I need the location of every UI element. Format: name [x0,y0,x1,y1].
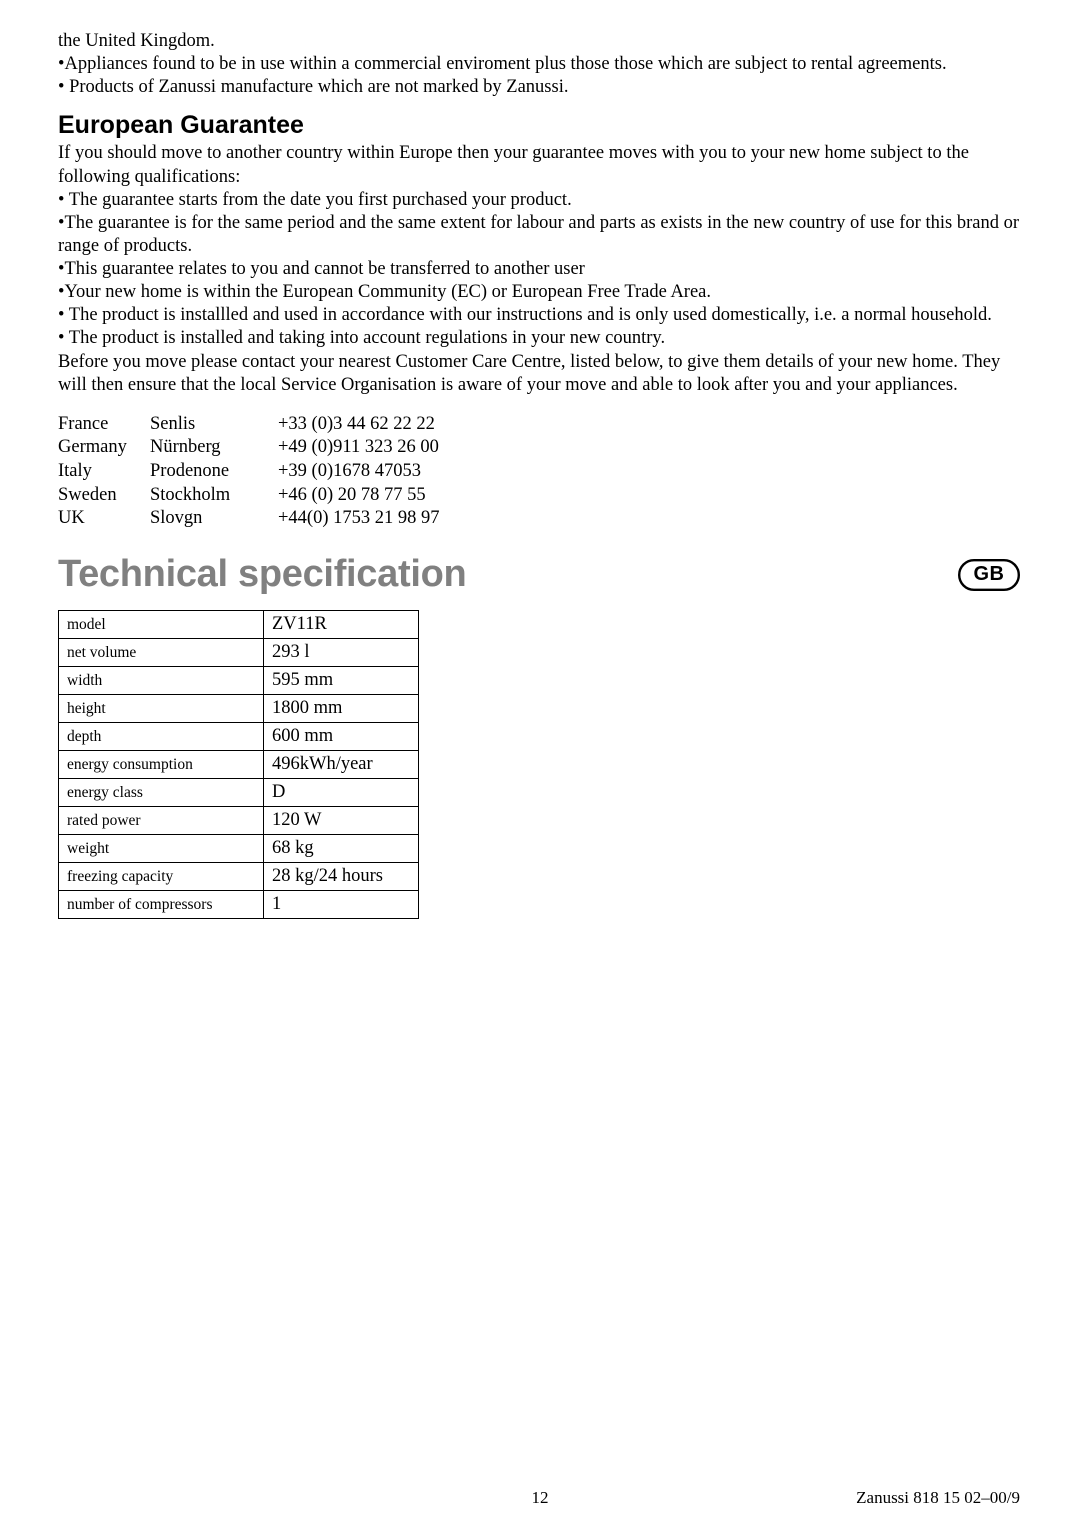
tech-spec-title: Technical specification [58,553,466,596]
table-row: energy classD [59,779,419,807]
table-row: height1800 mm [59,695,419,723]
contact-country: Italy [58,460,150,484]
spec-value: 1800 mm [264,695,419,723]
spec-key: width [59,667,264,695]
spec-value: 1 [264,891,419,919]
contact-country: Germany [58,436,150,460]
spec-key: energy class [59,779,264,807]
contact-city: Nürnberg [150,436,278,460]
contact-phone: +46 (0) 20 78 77 55 [278,484,426,508]
spec-key: rated power [59,807,264,835]
table-row: net volume293 l [59,639,419,667]
page-footer: 12 Zanussi 818 15 02–00/9 [0,1488,1080,1508]
spec-value: 28 kg/24 hours [264,863,419,891]
spec-value: 68 kg [264,835,419,863]
contact-country: UK [58,507,150,531]
table-row: weight68 kg [59,835,419,863]
intro-bullet-2: • Products of Zanussi manufacture which … [58,76,1020,99]
guarantee-b2: •The guarantee is for the same period an… [58,212,1020,258]
spec-value: 595 mm [264,667,419,695]
contact-city: Stockholm [150,484,278,508]
spec-key: freezing capacity [59,863,264,891]
spec-key: net volume [59,639,264,667]
contact-country: France [58,413,150,437]
intro-bullet-1: •Appliances found to be in use within a … [58,53,1020,76]
guarantee-b1: • The guarantee starts from the date you… [58,189,1020,212]
contact-row: Sweden Stockholm +46 (0) 20 78 77 55 [58,484,1020,508]
guarantee-b6: • The product is installed and taking in… [58,327,1020,350]
contact-phone: +44(0) 1753 21 98 97 [278,507,440,531]
spec-key: weight [59,835,264,863]
table-row: energy consumption496kWh/year [59,751,419,779]
table-row: rated power120 W [59,807,419,835]
contact-country: Sweden [58,484,150,508]
spec-key: number of compressors [59,891,264,919]
spec-value: 600 mm [264,723,419,751]
guarantee-b5: • The product is installled and used in … [58,304,1020,327]
table-row: modelZV11R [59,611,419,639]
spec-value: ZV11R [264,611,419,639]
table-row: freezing capacity28 kg/24 hours [59,863,419,891]
spec-table: modelZV11R net volume293 l width595 mm h… [58,610,419,919]
spec-value: D [264,779,419,807]
contact-city: Senlis [150,413,278,437]
spec-value: 120 W [264,807,419,835]
guarantee-b3: •This guarantee relates to you and canno… [58,258,1020,281]
spec-value: 293 l [264,639,419,667]
spec-key: depth [59,723,264,751]
spec-value: 496kWh/year [264,751,419,779]
contact-phone: +33 (0)3 44 62 22 22 [278,413,435,437]
contact-row: Italy Prodenone +39 (0)1678 47053 [58,460,1020,484]
guarantee-p2: Before you move please contact your near… [58,351,1020,397]
contact-row: France Senlis +33 (0)3 44 62 22 22 [58,413,1020,437]
contact-city: Slovgn [150,507,278,531]
table-row: width595 mm [59,667,419,695]
contact-phone: +49 (0)911 323 26 00 [278,436,439,460]
gb-badge-text: GB [974,563,1005,586]
spec-key: energy consumption [59,751,264,779]
guarantee-p1: If you should move to another country wi… [58,142,1020,188]
page-number: 12 [532,1488,549,1508]
contact-list: France Senlis +33 (0)3 44 62 22 22 Germa… [58,413,1020,531]
intro-line: the United Kingdom. [58,30,1020,53]
table-row: number of compressors1 [59,891,419,919]
spec-key: model [59,611,264,639]
contact-city: Prodenone [150,460,278,484]
contact-row: UK Slovgn +44(0) 1753 21 98 97 [58,507,1020,531]
gb-badge: GB [958,559,1020,591]
guarantee-b4: •Your new home is within the European Co… [58,281,1020,304]
footer-right: Zanussi 818 15 02–00/9 [856,1488,1020,1508]
contact-row: Germany Nürnberg +49 (0)911 323 26 00 [58,436,1020,460]
spec-key: height [59,695,264,723]
table-row: depth600 mm [59,723,419,751]
contact-phone: +39 (0)1678 47053 [278,460,421,484]
european-guarantee-heading: European Guarantee [58,111,1020,140]
